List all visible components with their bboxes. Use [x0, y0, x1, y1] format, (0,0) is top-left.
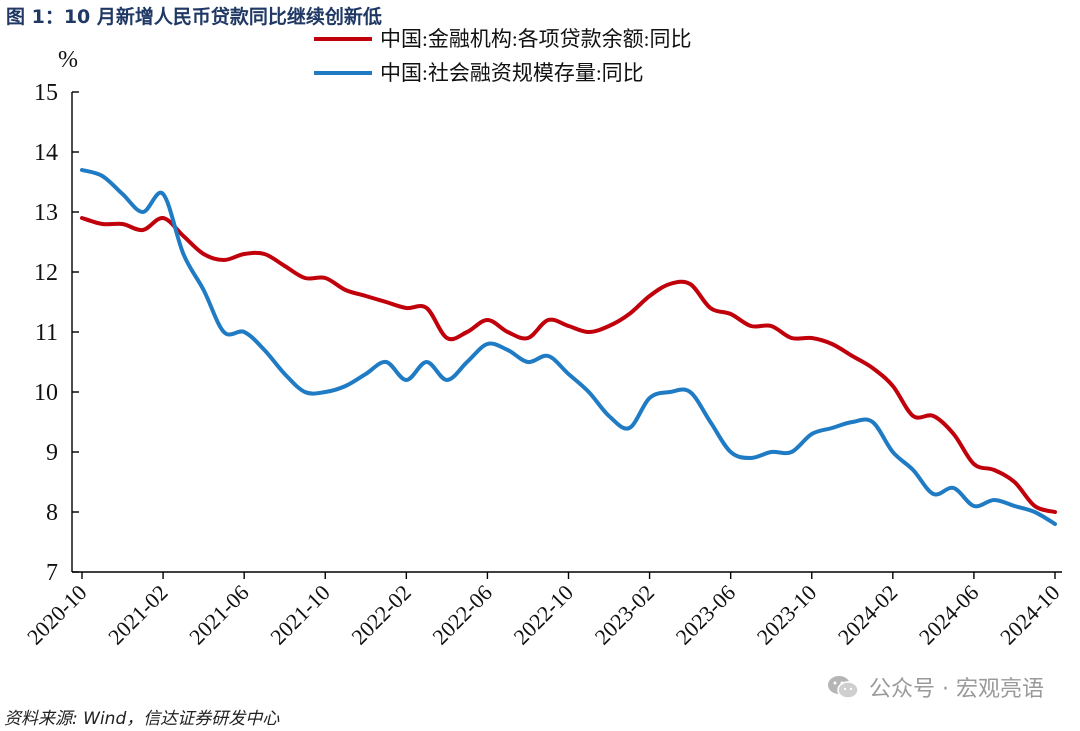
y-tick-label: 7	[46, 560, 58, 586]
x-tick-label: 2024-02	[833, 580, 903, 650]
legend-label-2: 中国:社会融资规模存量:同比	[380, 61, 644, 85]
watermark: 公众号 · 宏观亮语	[827, 671, 1044, 703]
x-tick-label: 2022-02	[346, 580, 416, 650]
watermark-text: 公众号 · 宏观亮语	[869, 677, 1044, 702]
series-line-2	[80, 168, 1057, 526]
legend-label-1: 中国:金融机构:各项贷款余额:同比	[380, 27, 692, 51]
figure-title: 图 1：10 月新增人民币贷款同比继续创新低	[6, 6, 382, 28]
x-tick-label: 2022-10	[509, 580, 579, 650]
x-tick-label: 2023-10	[752, 580, 822, 650]
y-tick-label: 10	[34, 380, 58, 406]
source-note: 资料来源: Wind，信达证券研发中心	[4, 709, 280, 729]
x-tick-label: 2021-02	[103, 580, 173, 650]
y-tick-label: 8	[46, 500, 58, 526]
x-tick-label: 2024-10	[995, 580, 1065, 650]
x-tick-label: 2021-10	[265, 580, 335, 650]
x-tick-label: 2020-10	[22, 580, 92, 650]
y-tick-label: 14	[34, 140, 58, 166]
x-tick-label: 2024-06	[914, 580, 984, 650]
y-tick-label: 15	[34, 80, 58, 106]
wechat-icon	[828, 676, 859, 699]
x-tick-label: 2023-02	[590, 580, 660, 650]
y-tick-label: 12	[34, 260, 58, 286]
series-line-1	[80, 216, 1057, 514]
y-tick-label: 11	[35, 320, 58, 346]
x-tick-label: 2022-06	[427, 580, 497, 650]
y-axis-label: %	[58, 47, 78, 73]
x-tick-label: 2021-06	[184, 580, 254, 650]
chart-series	[80, 168, 1057, 526]
y-tick-label: 13	[34, 200, 58, 226]
x-tick-label: 2023-06	[671, 580, 741, 650]
y-tick-label: 9	[46, 440, 58, 466]
